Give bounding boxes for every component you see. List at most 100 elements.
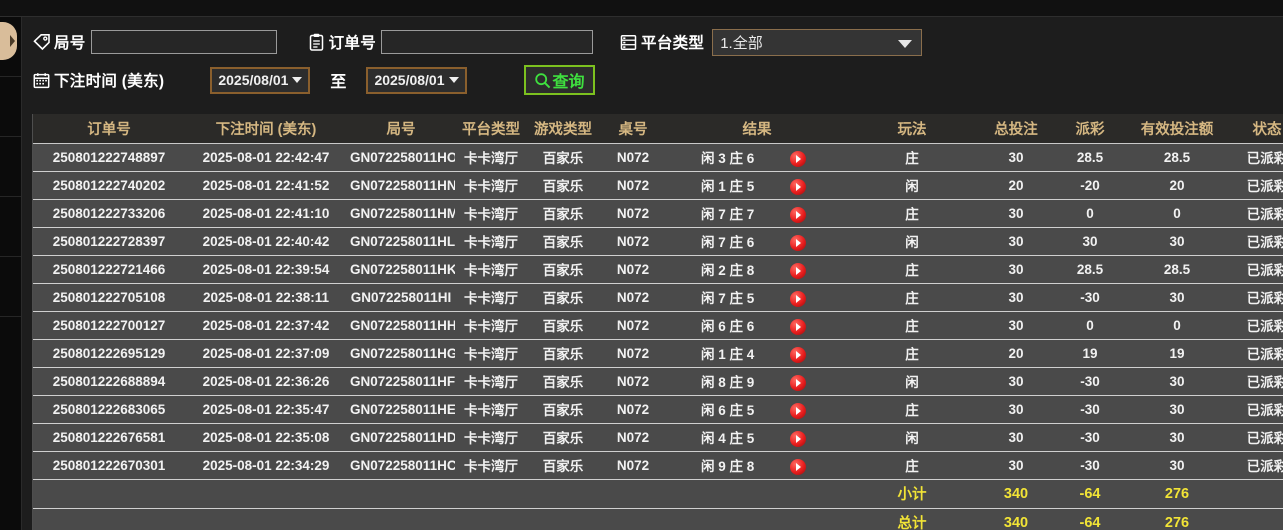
cell-payout: -30 (1055, 283, 1125, 312)
cell-payout: 19 (1055, 339, 1125, 368)
cell-result: 闲 1 庄 4 (667, 339, 847, 368)
cell-status: 已派彩 (1229, 367, 1283, 396)
summary-empty-cell (347, 508, 455, 530)
expand-panel-handle[interactable] (0, 22, 17, 60)
table-row[interactable]: 250801222670301 2025-08-01 22:34:29 GN0722… (33, 451, 1283, 480)
cell-total-bet: 30 (977, 143, 1055, 172)
filter-row-1: 局号 订单号 (22, 23, 1283, 61)
table-row[interactable]: 250801222728397 2025-08-01 22:40:42 GN0722… (33, 227, 1283, 256)
summary-empty-cell (527, 479, 599, 509)
play-replay-icon[interactable] (790, 431, 807, 448)
table-row[interactable]: 250801222688894 2025-08-01 22:36:26 GN0722… (33, 367, 1283, 396)
records-table-container[interactable]: 订单号 下注时间 (美东) 局号 平台类型 游戏类型 桌号 结果 玩法 总投注 … (32, 114, 1283, 530)
play-replay-icon[interactable] (790, 319, 807, 336)
cell-valid-bet: 30 (1125, 395, 1229, 424)
cell-bet-time: 2025-08-01 22:40:42 (185, 227, 347, 256)
cell-status: 已派彩 (1229, 451, 1283, 480)
tag-icon (32, 33, 51, 52)
cell-game-no: GN072258011HC (347, 451, 455, 480)
table-row[interactable]: 250801222676581 2025-08-01 22:35:08 GN0722… (33, 423, 1283, 452)
play-replay-icon[interactable] (790, 403, 807, 420)
cell-payout: 0 (1055, 311, 1125, 340)
cell-valid-bet: 28.5 (1125, 255, 1229, 284)
col-header-game-no[interactable]: 局号 (347, 114, 455, 144)
cell-result: 闲 4 庄 5 (667, 423, 847, 452)
col-header-payout[interactable]: 派彩 (1055, 114, 1125, 144)
cell-game-no: GN072258011HL (347, 227, 455, 256)
cell-payout: -30 (1055, 367, 1125, 396)
cell-table-no: N072 (599, 143, 667, 172)
col-header-status[interactable]: 状态 (1229, 114, 1283, 144)
col-header-game-type[interactable]: 游戏类型 (527, 114, 599, 144)
order-no-label: 订单号 (328, 35, 377, 52)
cell-play-type: 闲 (847, 171, 977, 200)
cell-table-no: N072 (599, 395, 667, 424)
cell-game-type: 百家乐 (527, 423, 599, 452)
play-replay-icon[interactable] (790, 459, 807, 476)
play-replay-icon[interactable] (790, 207, 807, 224)
cell-bet-time: 2025-08-01 22:34:29 (185, 451, 347, 480)
col-header-total-bet[interactable]: 总投注 (977, 114, 1055, 144)
table-row[interactable]: 250801222683065 2025-08-01 22:35:47 GN0722… (33, 395, 1283, 424)
play-replay-icon[interactable] (790, 291, 807, 308)
date-from-picker[interactable]: 2025/08/01 (210, 66, 311, 94)
table-row[interactable]: 250801222721466 2025-08-01 22:39:54 GN0722… (33, 255, 1283, 284)
clipboard-icon (307, 33, 326, 52)
table-row[interactable]: 250801222695129 2025-08-01 22:37:09 GN0722… (33, 339, 1283, 368)
col-header-order[interactable]: 订单号 (33, 114, 185, 144)
cell-total-bet: 30 (977, 283, 1055, 312)
cell-game-no: GN072258011HH (347, 311, 455, 340)
col-header-platform[interactable]: 平台类型 (455, 114, 527, 144)
cell-valid-bet: 30 (1125, 367, 1229, 396)
cell-game-no: GN072258011HE (347, 395, 455, 424)
col-header-result[interactable]: 结果 (667, 114, 847, 144)
records-table: 订单号 下注时间 (美东) 局号 平台类型 游戏类型 桌号 结果 玩法 总投注 … (33, 114, 1283, 530)
cell-bet-time: 2025-08-01 22:41:52 (185, 171, 347, 200)
play-replay-icon[interactable] (790, 179, 807, 196)
summary-valid-bet: 276 (1125, 479, 1229, 509)
cell-status: 已派彩 (1229, 255, 1283, 284)
cell-game-type: 百家乐 (527, 255, 599, 284)
bet-time-label: 下注时间 (美东) (54, 73, 165, 90)
summary-empty-cell (1229, 508, 1283, 530)
cell-total-bet: 30 (977, 395, 1055, 424)
col-header-time[interactable]: 下注时间 (美东) (185, 114, 347, 144)
cell-result: 闲 7 庄 7 (667, 199, 847, 228)
cell-total-bet: 30 (977, 255, 1055, 284)
summary-total-bet: 340 (977, 508, 1055, 530)
play-replay-icon[interactable] (790, 235, 807, 252)
table-row[interactable]: 250801222740202 2025-08-01 22:41:52 GN0722… (33, 171, 1283, 200)
platform-type-field-group: 平台类型 1.全部 (619, 28, 923, 56)
play-replay-icon[interactable] (790, 375, 807, 392)
col-header-valid-bet[interactable]: 有效投注额 (1125, 114, 1229, 144)
table-header-row: 订单号 下注时间 (美东) 局号 平台类型 游戏类型 桌号 结果 玩法 总投注 … (33, 114, 1283, 144)
col-header-table-no[interactable]: 桌号 (599, 114, 667, 144)
list-icon (619, 33, 638, 52)
table-row[interactable]: 250801222748897 2025-08-01 22:42:47 GN0722… (33, 143, 1283, 172)
game-no-input[interactable] (90, 30, 277, 54)
cell-play-type: 庄 (847, 311, 977, 340)
cell-order-no: 250801222728397 (33, 227, 185, 256)
query-button[interactable]: 查询 (523, 65, 595, 95)
result-text: 闲 7 庄 7 (701, 206, 755, 222)
cell-play-type: 庄 (847, 143, 977, 172)
order-no-input[interactable] (381, 30, 594, 54)
cell-table-no: N072 (599, 339, 667, 368)
table-row[interactable]: 250801222705108 2025-08-01 22:38:11 GN0722… (33, 283, 1283, 312)
cell-total-bet: 30 (977, 311, 1055, 340)
cell-order-no: 250801222733206 (33, 199, 185, 228)
play-replay-icon[interactable] (790, 151, 807, 168)
play-replay-icon[interactable] (790, 263, 807, 280)
rail-segment (0, 77, 21, 137)
col-header-play[interactable]: 玩法 (847, 114, 977, 144)
platform-type-select[interactable]: 1.全部 (712, 28, 923, 56)
result-text: 闲 2 庄 8 (701, 262, 755, 278)
date-to-picker[interactable]: 2025/08/01 (366, 66, 467, 94)
summary-label: 小计 (847, 479, 977, 509)
table-row[interactable]: 250801222700127 2025-08-01 22:37:42 GN0722… (33, 311, 1283, 340)
table-row[interactable]: 250801222733206 2025-08-01 22:41:10 GN0722… (33, 199, 1283, 228)
play-replay-icon[interactable] (790, 347, 807, 364)
cell-valid-bet: 30 (1125, 283, 1229, 312)
cell-result: 闲 1 庄 5 (667, 171, 847, 200)
cell-game-type: 百家乐 (527, 451, 599, 480)
